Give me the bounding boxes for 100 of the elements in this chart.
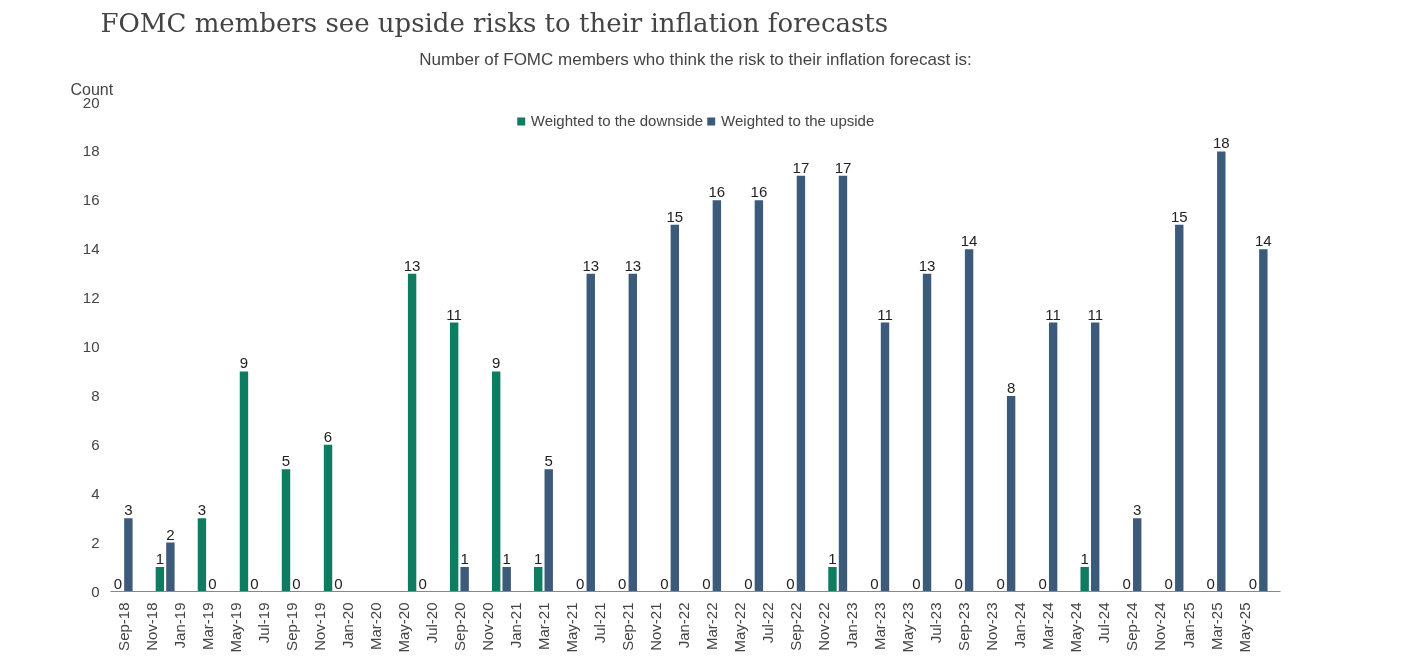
x-tick-label: May-25 xyxy=(1235,602,1253,653)
bar xyxy=(166,542,175,592)
data-label: 0 xyxy=(1164,574,1173,592)
data-label: 11 xyxy=(446,305,462,323)
x-tick-label: Nov-23 xyxy=(983,602,1001,651)
x-tick-label: Sep-24 xyxy=(1123,602,1141,651)
x-tick-label: May-23 xyxy=(899,602,917,653)
bar xyxy=(1080,567,1089,592)
y-tick-label: 6 xyxy=(91,435,100,453)
data-label: 13 xyxy=(403,256,421,274)
bar xyxy=(828,567,837,592)
x-tick-label: Sep-20 xyxy=(450,602,468,651)
data-label: 11 xyxy=(1087,305,1103,323)
x-tick-label: Mar-21 xyxy=(534,602,552,651)
data-label: 0 xyxy=(250,574,259,592)
x-tick-label: Jul-24 xyxy=(1095,602,1113,644)
x-tick-label: Jul-23 xyxy=(927,602,945,644)
bar xyxy=(796,175,806,592)
data-label: 0 xyxy=(870,574,879,592)
data-label: 0 xyxy=(702,574,711,592)
bar xyxy=(712,200,722,592)
data-label: 0 xyxy=(912,574,921,592)
data-label: 15 xyxy=(666,207,684,225)
y-tick-label: 14 xyxy=(82,240,100,258)
bar xyxy=(586,273,595,592)
bar xyxy=(628,273,637,592)
y-tick-label: 16 xyxy=(82,191,100,209)
data-label: 14 xyxy=(1254,232,1272,250)
data-label: 0 xyxy=(996,574,1005,592)
y-tick-label: 18 xyxy=(82,142,100,160)
y-tick-label: 8 xyxy=(91,386,100,404)
bar xyxy=(754,200,764,592)
bar xyxy=(155,567,165,592)
data-label: 0 xyxy=(954,574,963,592)
data-label: 1 xyxy=(460,550,469,568)
bar xyxy=(197,518,207,592)
data-label: 0 xyxy=(660,574,669,592)
bar xyxy=(491,371,501,592)
data-label: 1 xyxy=(155,550,165,568)
y-tick-label: 12 xyxy=(82,289,100,307)
data-label: 14 xyxy=(960,232,978,250)
data-label: 13 xyxy=(582,256,600,274)
bar xyxy=(323,444,333,592)
data-label: 0 xyxy=(576,574,585,592)
data-label: 3 xyxy=(124,501,133,519)
data-label: 2 xyxy=(166,525,175,543)
bar xyxy=(1259,249,1268,592)
x-tick-label: Mar-19 xyxy=(198,602,216,651)
data-label: 1 xyxy=(828,550,837,568)
data-label: 3 xyxy=(197,501,207,519)
data-label: 16 xyxy=(708,183,726,201)
x-tick-label: May-21 xyxy=(562,602,580,653)
x-tick-label: Mar-22 xyxy=(703,602,721,651)
data-label: 13 xyxy=(624,256,642,274)
bar xyxy=(964,249,974,592)
x-tick-label: Nov-22 xyxy=(815,602,833,651)
data-label: 0 xyxy=(1122,574,1131,592)
data-label: 1 xyxy=(1080,550,1089,568)
x-tick-label: Nov-21 xyxy=(647,602,665,651)
y-axis-title: Count xyxy=(70,80,114,98)
data-label: 1 xyxy=(534,550,543,568)
data-label: 0 xyxy=(786,574,795,592)
bar xyxy=(239,371,249,592)
data-label: 0 xyxy=(113,574,123,592)
x-tick-label: Sep-23 xyxy=(955,602,973,651)
x-tick-label: May-19 xyxy=(226,602,244,653)
data-label: 9 xyxy=(492,354,501,372)
x-tick-label: Mar-24 xyxy=(1039,602,1057,651)
x-tick-label: Nov-19 xyxy=(310,602,328,651)
bar xyxy=(460,567,469,592)
bar xyxy=(1006,395,1016,592)
bar xyxy=(1175,224,1184,592)
x-tick-label: Mar-23 xyxy=(871,602,889,651)
bar xyxy=(449,322,459,592)
y-tick-label: 4 xyxy=(91,484,100,502)
data-label: 8 xyxy=(1006,378,1016,396)
data-label: 0 xyxy=(1248,574,1257,592)
x-tick-label: Jan-20 xyxy=(338,602,356,649)
x-tick-label: Sep-18 xyxy=(114,602,132,651)
x-tick-label: Jul-22 xyxy=(759,602,777,644)
data-label: 0 xyxy=(744,574,753,592)
x-tick-label: Jan-24 xyxy=(1011,602,1029,649)
x-tick-label: Jan-22 xyxy=(675,602,693,649)
x-tick-label: May-20 xyxy=(394,602,412,653)
bar xyxy=(1090,322,1100,592)
x-tick-label: Jan-21 xyxy=(506,602,524,649)
x-tick-label: Nov-20 xyxy=(478,602,496,651)
data-label: 5 xyxy=(544,452,553,470)
chart-subtitle: Number of FOMC members who think the risk to their inflation forecast is: xyxy=(419,49,972,69)
x-tick-label: Mar-20 xyxy=(366,602,384,651)
bar xyxy=(534,567,543,592)
x-tick-label: Jan-19 xyxy=(170,602,188,649)
data-label: 5 xyxy=(281,452,291,470)
bar xyxy=(544,469,553,592)
data-label: 11 xyxy=(877,305,893,323)
data-label: 3 xyxy=(1133,501,1142,519)
x-tick-label: Nov-24 xyxy=(1151,602,1169,651)
data-label: 17 xyxy=(792,158,810,176)
x-tick-label: Jul-19 xyxy=(254,602,272,644)
x-tick-label: Sep-21 xyxy=(619,602,637,651)
